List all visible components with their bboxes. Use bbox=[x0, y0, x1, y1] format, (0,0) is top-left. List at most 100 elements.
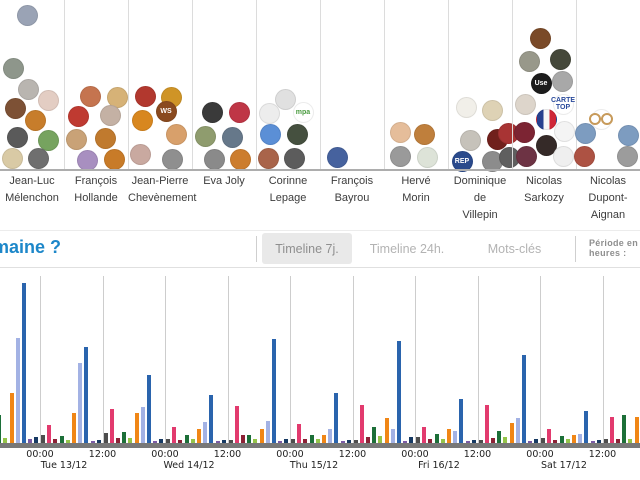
candidate-avatar[interactable] bbox=[518, 50, 540, 72]
candidate-avatar[interactable] bbox=[286, 123, 308, 145]
bar-dark-gray bbox=[478, 440, 483, 443]
bar-lavender bbox=[453, 431, 458, 443]
candidate-avatar[interactable] bbox=[617, 124, 639, 146]
candidate-avatar[interactable] bbox=[131, 109, 153, 131]
candidate-avatar[interactable] bbox=[326, 146, 348, 168]
candidate-avatar[interactable] bbox=[24, 109, 46, 131]
candidate-avatar[interactable] bbox=[103, 148, 125, 170]
bar-lavender bbox=[15, 338, 20, 443]
candidate-avatar[interactable] bbox=[513, 121, 535, 143]
candidate-avatar[interactable] bbox=[573, 145, 595, 167]
bar-crimson bbox=[172, 427, 177, 443]
bar-dark-gray bbox=[541, 438, 545, 443]
tab-timeline-7j-[interactable]: Timeline 7j. bbox=[262, 233, 352, 264]
candidate-avatar[interactable] bbox=[1, 147, 23, 169]
candidate-avatar[interactable] bbox=[37, 89, 59, 111]
bar-maroon bbox=[53, 439, 58, 443]
column-separator bbox=[384, 0, 385, 169]
candidate-avatar[interactable] bbox=[76, 149, 98, 171]
candidate-avatar[interactable]: Use bbox=[530, 72, 552, 94]
candidate-avatar[interactable] bbox=[529, 27, 551, 49]
candidate-avatar[interactable] bbox=[455, 96, 477, 118]
candidate-avatar[interactable] bbox=[535, 134, 557, 156]
bar-crimson bbox=[609, 417, 614, 443]
candidate-avatar[interactable] bbox=[6, 126, 28, 148]
candidate-avatar[interactable]: REP bbox=[451, 150, 473, 172]
tab-timeline-24h-[interactable]: Timeline 24h. bbox=[369, 241, 445, 256]
candidate-avatar[interactable] bbox=[17, 78, 39, 100]
x-axis-tick-label: 00:00 bbox=[526, 449, 554, 460]
candidate-name: Jean-Pierre bbox=[131, 175, 189, 187]
candidate-avatar[interactable]: WS bbox=[155, 100, 177, 122]
candidate-avatar[interactable] bbox=[416, 146, 438, 168]
candidate-avatar[interactable] bbox=[258, 102, 280, 124]
column-separator bbox=[64, 0, 65, 169]
candidate-avatar[interactable] bbox=[129, 143, 151, 165]
candidate-avatar[interactable] bbox=[553, 120, 575, 142]
glasses-avatar-icon[interactable] bbox=[589, 108, 613, 130]
candidate-avatar[interactable] bbox=[194, 125, 216, 147]
period-label-line2: heures : bbox=[589, 248, 627, 258]
candidate-avatar[interactable] bbox=[221, 126, 243, 148]
candidate-avatar[interactable] bbox=[16, 4, 38, 26]
candidate-avatar[interactable] bbox=[552, 145, 574, 167]
candidate-avatar[interactable] bbox=[201, 101, 223, 123]
candidate-avatar[interactable] bbox=[165, 123, 187, 145]
bar-dark-green bbox=[59, 436, 64, 443]
candidate-avatar[interactable] bbox=[27, 147, 49, 169]
bar-dark-green bbox=[372, 427, 377, 443]
candidate-avatar[interactable] bbox=[257, 147, 279, 169]
bar-light-green bbox=[628, 439, 633, 443]
candidate-avatar[interactable] bbox=[203, 148, 225, 170]
candidate-avatar[interactable] bbox=[4, 97, 26, 119]
candidate-avatar[interactable] bbox=[574, 122, 596, 144]
avatar-text: Use bbox=[534, 79, 548, 87]
candidate-avatar[interactable] bbox=[99, 104, 121, 126]
candidate-avatar[interactable] bbox=[79, 85, 101, 107]
candidate-avatar[interactable] bbox=[616, 145, 638, 167]
flag-avatar-icon[interactable] bbox=[535, 108, 557, 130]
candidate-avatar[interactable] bbox=[228, 101, 250, 123]
bar-blue bbox=[271, 339, 276, 443]
candidate-avatar[interactable] bbox=[413, 123, 435, 145]
candidate-avatar[interactable] bbox=[514, 93, 536, 115]
candidate-name: Corinne bbox=[268, 175, 308, 187]
chart-gridline bbox=[602, 276, 604, 443]
bar-orange bbox=[259, 429, 264, 443]
candidate-avatar[interactable] bbox=[551, 70, 573, 92]
candidate-avatar[interactable] bbox=[459, 129, 481, 151]
bar-maroon bbox=[115, 438, 120, 443]
candidate-avatar[interactable] bbox=[229, 148, 251, 170]
candidate-avatar[interactable] bbox=[283, 147, 305, 169]
candidate-avatar[interactable] bbox=[37, 129, 59, 151]
candidate-avatar[interactable] bbox=[94, 127, 116, 149]
candidate-avatar[interactable] bbox=[515, 145, 537, 167]
bar-crimson bbox=[234, 406, 239, 443]
candidate-avatar[interactable] bbox=[134, 85, 156, 107]
bar-orange bbox=[509, 423, 514, 443]
candidate-name: Lepage bbox=[269, 192, 307, 204]
candidate-avatar[interactable] bbox=[259, 123, 281, 145]
bar-crimson bbox=[297, 424, 302, 443]
bar-blue bbox=[396, 341, 401, 443]
x-axis-day-label: Wed 14/12 bbox=[163, 460, 215, 471]
candidate-avatar[interactable] bbox=[389, 121, 411, 143]
candidate-avatar[interactable] bbox=[389, 145, 411, 167]
avatar-text: WS bbox=[160, 107, 172, 115]
bar-dark-gray bbox=[353, 440, 358, 443]
bar-purple bbox=[215, 441, 220, 443]
x-axis-tick-label: 00:00 bbox=[276, 449, 304, 460]
chart-gridline bbox=[102, 276, 104, 443]
candidate-avatar[interactable] bbox=[481, 99, 503, 121]
candidate-avatar[interactable]: mpa bbox=[292, 101, 314, 123]
candidate-avatar[interactable] bbox=[161, 148, 183, 170]
bar-orange bbox=[134, 413, 139, 443]
candidate-avatar[interactable] bbox=[549, 48, 571, 70]
candidate-avatar[interactable]: CARTE TOP bbox=[551, 93, 575, 115]
candidate-avatar[interactable] bbox=[67, 105, 89, 127]
candidate-avatar[interactable] bbox=[2, 57, 24, 79]
candidate-avatar[interactable] bbox=[274, 88, 296, 110]
period-label: Période en heures : bbox=[589, 238, 638, 258]
candidate-avatar[interactable] bbox=[65, 128, 87, 150]
tab-mots-cl-s[interactable]: Mots-clés bbox=[487, 241, 542, 256]
